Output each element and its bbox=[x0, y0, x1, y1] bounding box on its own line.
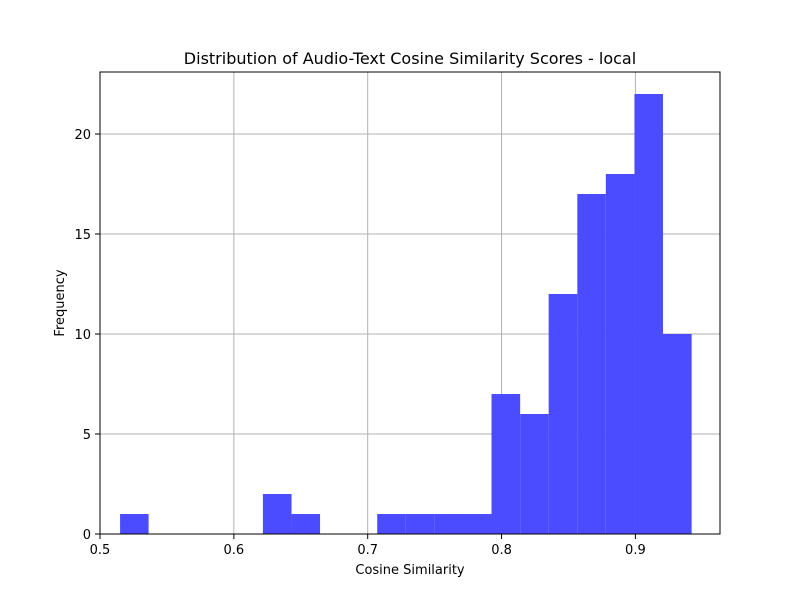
x-axis-label: Cosine Similarity bbox=[355, 563, 465, 578]
histogram-bar bbox=[491, 394, 521, 534]
histogram-bar bbox=[662, 334, 692, 534]
x-tick-label: 0.7 bbox=[357, 543, 378, 558]
histogram-bar bbox=[577, 194, 606, 534]
y-axis-label: Frequency bbox=[53, 269, 68, 336]
chart-title: Distribution of Audio-Text Cosine Simila… bbox=[184, 49, 636, 68]
x-tick-label: 0.9 bbox=[625, 543, 646, 558]
histogram-bar bbox=[548, 294, 578, 534]
x-tick-label: 0.8 bbox=[491, 543, 512, 558]
histogram-bar bbox=[605, 174, 635, 534]
histogram-bar bbox=[634, 94, 663, 534]
x-tick-label: 0.6 bbox=[224, 543, 245, 558]
histogram-bar bbox=[377, 514, 406, 534]
y-tick-label: 20 bbox=[74, 128, 91, 143]
axis-ticks: 0.5 0.6 0.7 0.8 0.9 0 5 10 15 20 bbox=[74, 128, 645, 558]
histogram-bar bbox=[120, 514, 149, 534]
y-tick-label: 15 bbox=[74, 228, 91, 243]
histogram-bar bbox=[463, 514, 492, 534]
histogram-bar bbox=[262, 494, 292, 534]
bars bbox=[120, 94, 692, 534]
histogram-bar bbox=[434, 514, 464, 534]
x-tick-label: 0.5 bbox=[90, 543, 111, 558]
y-tick-label: 5 bbox=[83, 428, 91, 443]
plot-frame bbox=[99, 71, 721, 535]
histogram-bar bbox=[291, 514, 321, 534]
histogram-bar bbox=[520, 414, 549, 534]
histogram-bar bbox=[405, 514, 435, 534]
y-tick-label: 0 bbox=[83, 528, 91, 543]
y-tick-label: 10 bbox=[74, 328, 91, 343]
